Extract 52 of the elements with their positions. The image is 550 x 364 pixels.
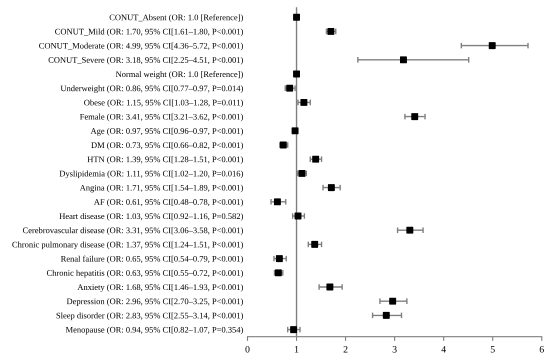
point [292, 127, 299, 134]
y-tick-label: Sleep disorder (OR: 2.83, 95% CI[2.55–3.14, P<0.001) [56, 312, 243, 320]
y-tick-label: Obese (OR: 1.15, 95% CI[1.03–1.28, P=0.011) [84, 99, 243, 108]
point [406, 226, 414, 234]
point [300, 98, 308, 106]
point [312, 156, 320, 163]
point [382, 312, 390, 319]
point [286, 84, 294, 92]
point [276, 255, 283, 262]
y-tick-label: CONUT_Severe (OR: 3.18, 95% CI[2.25–4.51, P<0.001) [48, 56, 243, 65]
x-tick-label: 1 [294, 346, 298, 352]
x-tick-label: 6 [540, 346, 544, 353]
y-tick-label: CONUT_Mild (OR: 1.70, 95% CI[1.61–1.80, P<0.001) [55, 28, 243, 36]
point [326, 284, 334, 290]
y-tick-label: AF (OR: 0.61, 95% CI[0.48–0.78, P<0.001) [94, 198, 243, 207]
y-tick-label: Dyslipidemia (OR: 1.11, 95% CI[1.02–1.20, P=0.016) [60, 170, 243, 178]
y-tick-label: HTN (OR: 1.39, 95% CI[1.28–1.51, P<0.001) [87, 156, 243, 164]
point [293, 14, 300, 21]
y-tick-label: DM (OR: 0.73, 95% CI[0.66–0.82, P<0.001) [91, 142, 243, 150]
point [293, 70, 300, 78]
x-tick-label: 2 [344, 346, 348, 352]
y-tick-label: Angina (OR: 1.71, 95% CI[1.54–1.89, P<0.001) [80, 184, 243, 192]
x-tick-label: 4 [441, 346, 446, 352]
y-tick-label: Heart disease (OR: 1.03, 95% CI[0.92–1.16, P=0.582) [59, 213, 243, 221]
y-tick-label: Depression (OR: 2.96, 95% CI[2.70–3.25, P<0.001) [66, 298, 243, 306]
y-tick-label: CONUT_Absent (OR: 1.0 [Reference]) [110, 14, 243, 22]
x-tick-label: 5 [490, 346, 495, 353]
point [298, 170, 306, 177]
y-tick-label: CONUT_Moderate (OR: 4.99, 95% CI[4.36–5.72, P<0.001) [39, 42, 243, 50]
point [311, 240, 318, 248]
y-tick-label: Cerebrovascular disease (OR: 3.31, 95% CI[3.06–3.58, P<0.001) [22, 227, 243, 235]
point [400, 56, 407, 64]
point [274, 269, 282, 276]
point [411, 113, 418, 120]
point [327, 28, 334, 35]
y-tick-label: Normal weight (OR: 1.0 [Reference]) [116, 71, 243, 79]
y-tick-label: Renal failure (OR: 0.65, 95% CI[0.54–0.79, P<0.001) [60, 256, 243, 264]
y-tick-label: Anxiety (OR: 1.68, 95% CI[1.46–1.93, P<0.001) [77, 284, 243, 292]
point [389, 298, 396, 305]
y-tick-label: Age (OR: 0.97, 95% CI[0.96–0.97, P<0.001) [90, 128, 243, 136]
y-tick-label: Underweight (OR: 0.86, 95% CI[0.77–0.97, P=0.014) [60, 85, 243, 93]
point [294, 212, 302, 220]
y-tick-label: Female (OR: 3.41, 95% CI[3.21–3.62, P<0.001) [80, 114, 243, 122]
point [328, 184, 335, 192]
point [274, 198, 281, 206]
y-tick-label: Chronic hepatitis (OR: 0.63, 95% CI[0.55–0.72, P<0.001) [46, 270, 243, 278]
point [290, 326, 298, 334]
x-tick-label: 3 [392, 346, 397, 353]
y-tick-label: Chronic pulmonary disease (OR: 1.37, 95% CI[1.24–1.51, P<0.001) [12, 241, 243, 250]
y-tick-label: Menopause (OR: 0.94, 95% CI[0.82–1.07, P=0.354) [66, 326, 243, 334]
point [488, 42, 496, 50]
x-tick-label: 0 [245, 346, 250, 353]
